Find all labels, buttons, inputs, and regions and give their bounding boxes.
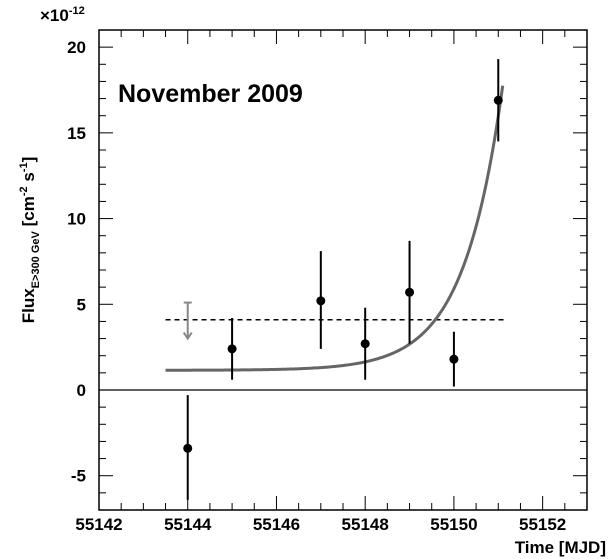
axis-ticks xyxy=(98,29,588,511)
exponential-fit-curve xyxy=(165,85,505,372)
y-tick-label: -5 xyxy=(71,467,86,486)
y-tick-label: 10 xyxy=(67,210,86,229)
data-point xyxy=(405,287,415,297)
y-tick-label: 5 xyxy=(77,295,86,314)
data-point xyxy=(183,443,193,453)
x-axis-label: Time [MJD] xyxy=(515,538,606,557)
upper-limit-arrow xyxy=(182,332,193,341)
data-point xyxy=(449,354,459,364)
y-tick-label: 20 xyxy=(67,38,86,57)
x-tick-label: 55148 xyxy=(342,515,389,534)
data-point xyxy=(316,296,326,306)
upper-limit-marker xyxy=(182,301,193,341)
data-points xyxy=(183,59,503,500)
x-tick-label: 55152 xyxy=(519,515,566,534)
x-tick-label: 55150 xyxy=(430,515,477,534)
y-axis-label: FluxE>300 GeV [cm-2 s-1] xyxy=(18,157,42,324)
x-tick-label: 55146 xyxy=(253,515,300,534)
tick-labels: 55142 55144 55146 55148 55150 55152 -5 0 5 10 15 20 xyxy=(67,38,566,534)
y-exponent-label: ×10-12 xyxy=(40,5,85,25)
chart-title: November 2009 xyxy=(118,80,303,108)
data-point xyxy=(227,344,237,354)
x-tick-label: 55144 xyxy=(164,515,212,534)
data-point xyxy=(493,95,503,105)
x-tick-label: 55142 xyxy=(75,515,122,534)
y-tick-label: 15 xyxy=(67,124,86,143)
data-point xyxy=(360,339,370,349)
y-tick-label: 0 xyxy=(77,381,86,400)
